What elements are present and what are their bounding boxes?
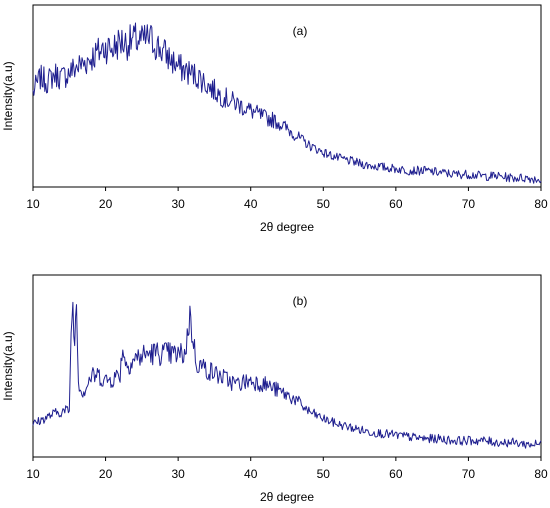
x-tick-label: 60	[389, 197, 403, 211]
x-axis-ticks: 10 20 30 40 50 60 70 80	[26, 457, 548, 481]
series-group	[32, 301, 542, 449]
y-axis-title: Intensity(a.u)	[1, 331, 15, 400]
x-axis-title: 2θ degree	[260, 490, 314, 504]
plot-frame	[32, 4, 542, 188]
data-series-line	[32, 301, 542, 449]
plot-frame	[32, 274, 542, 458]
x-tick-label: 10	[26, 467, 40, 481]
x-axis-ticks: 10 20 30 40 50 60 70 80	[26, 187, 548, 211]
x-tick-label: 50	[317, 467, 331, 481]
y-axis-title: Intensity(a.u)	[1, 61, 15, 130]
x-tick-label: 70	[462, 467, 476, 481]
chart-panel-b: (b) 2θ degree Intensity(a.u) 10 20 30 40 50 6…	[1, 274, 548, 504]
x-tick-label: 70	[462, 197, 476, 211]
x-axis-title: 2θ degree	[260, 220, 314, 234]
x-tick-label: 80	[534, 467, 548, 481]
data-series-line	[32, 22, 542, 184]
series-group	[32, 22, 542, 184]
x-tick-label: 60	[389, 467, 403, 481]
x-tick-label: 20	[99, 197, 113, 211]
panel-label: (b)	[293, 294, 308, 308]
x-tick-label: 50	[317, 197, 331, 211]
x-tick-label: 10	[26, 197, 40, 211]
x-tick-label: 80	[534, 197, 548, 211]
x-tick-label: 20	[99, 467, 113, 481]
panel-label: (a)	[293, 24, 308, 38]
x-tick-label: 40	[244, 197, 258, 211]
x-tick-label: 40	[244, 467, 258, 481]
chart-panel-a: (a) 2θ degree Intensity(a.u) 10 20 30 40 50 6…	[1, 4, 548, 234]
x-tick-label: 30	[171, 197, 185, 211]
x-tick-label: 30	[171, 467, 185, 481]
